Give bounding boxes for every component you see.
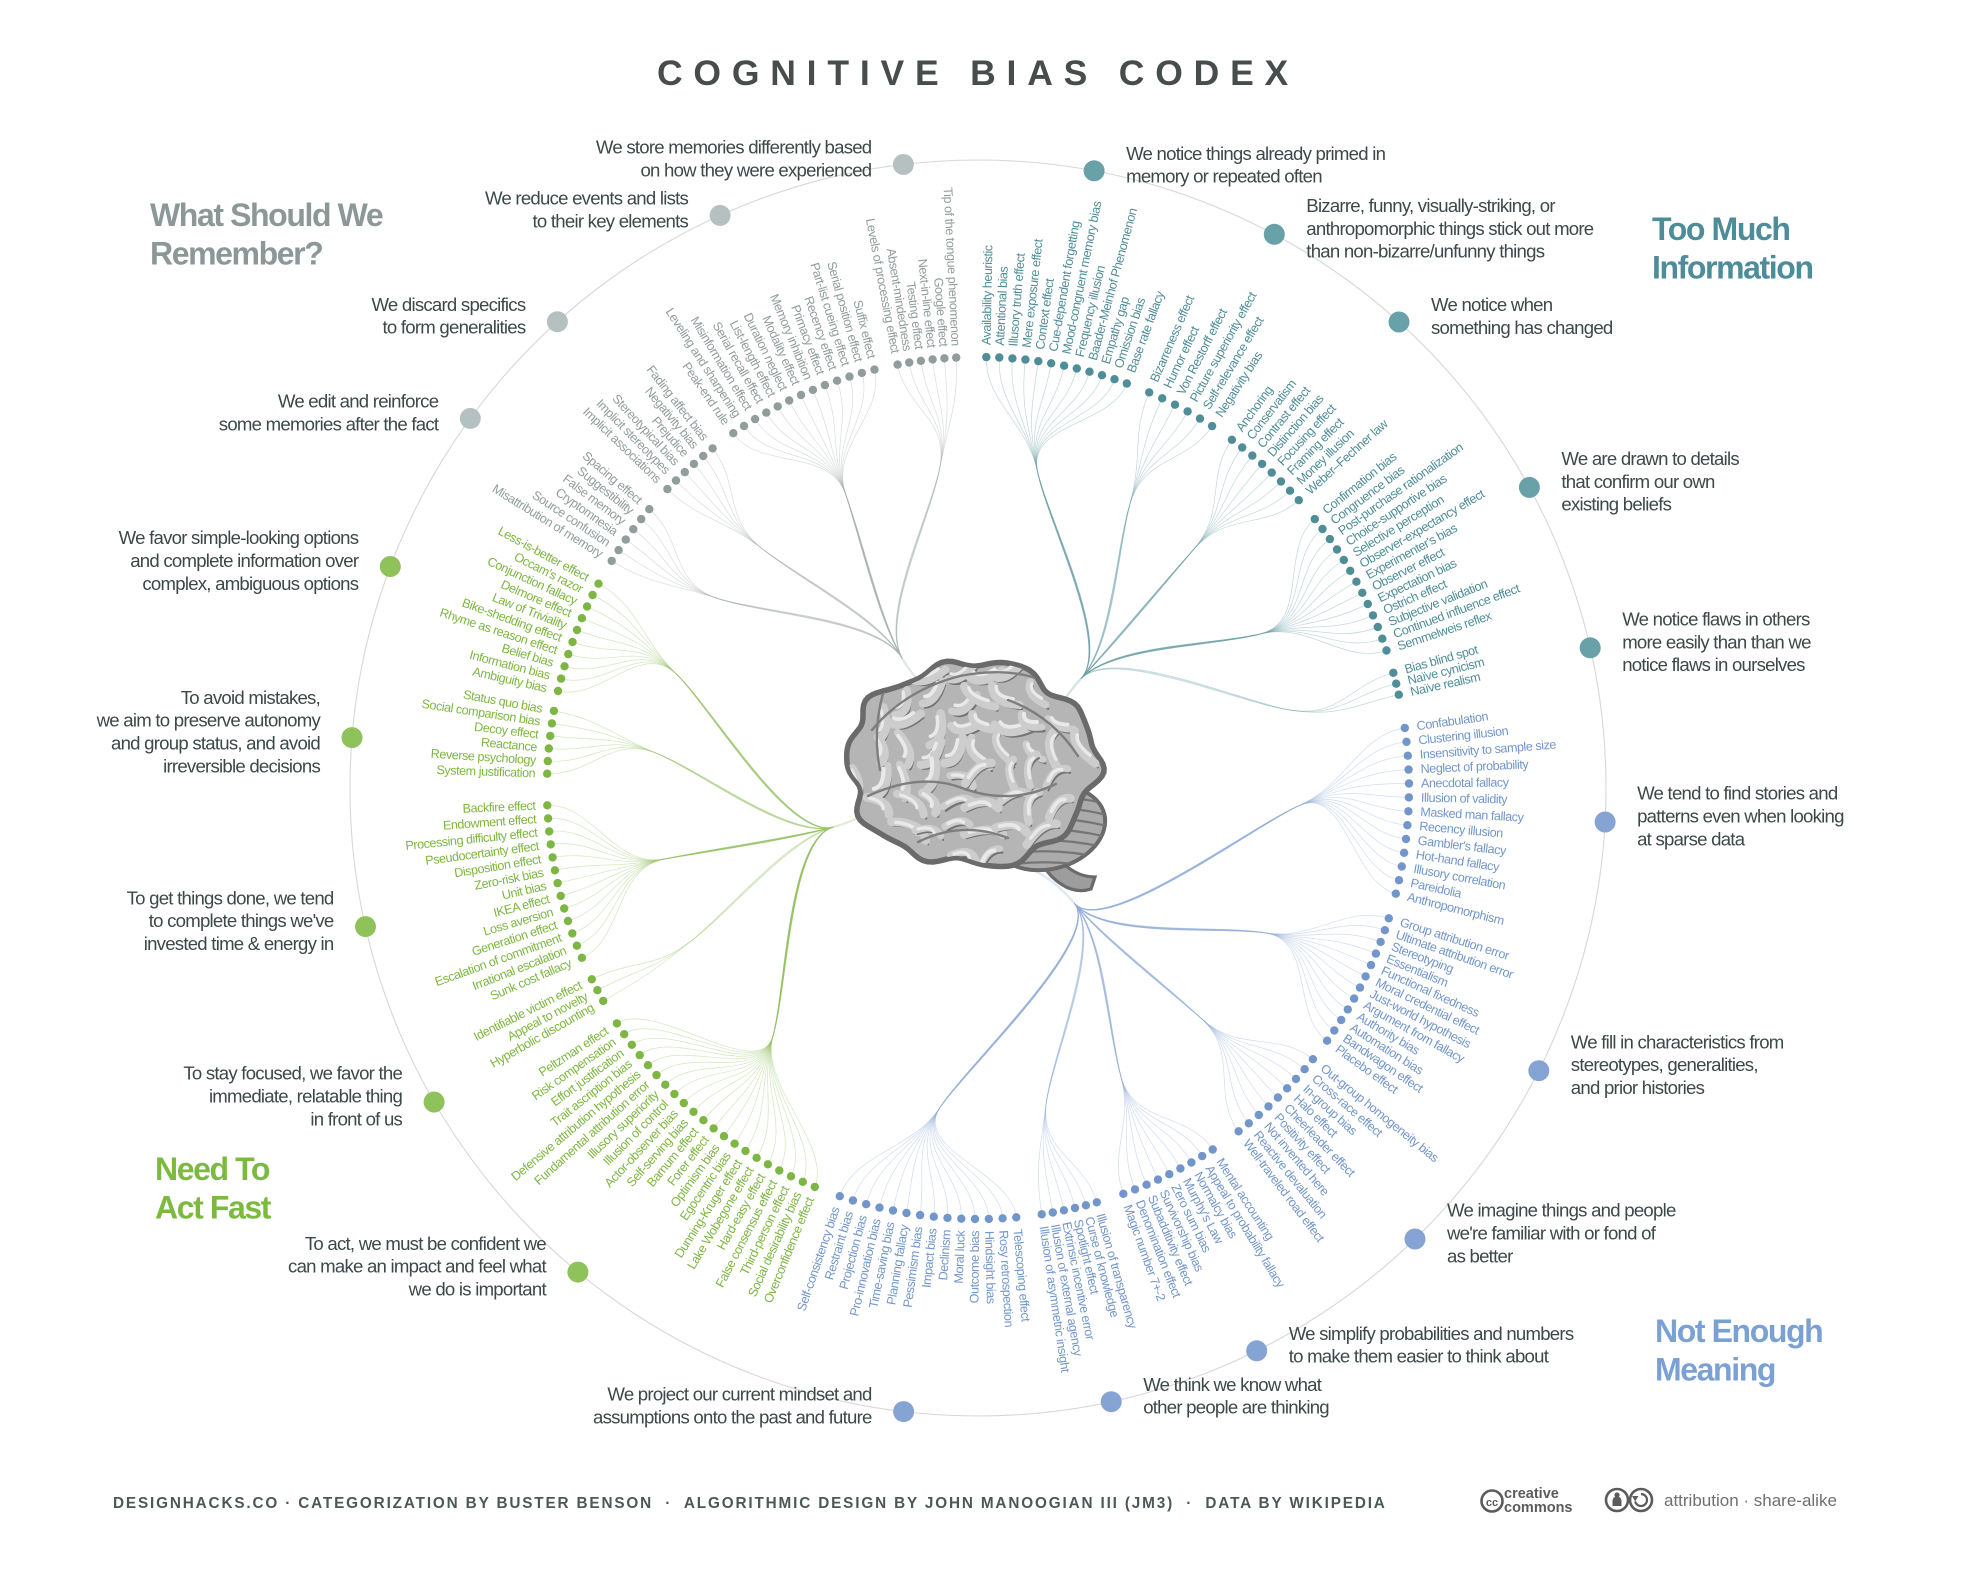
svg-text:assumptions onto the past and: assumptions onto the past and future	[593, 1407, 872, 1428]
svg-text:To get things done, we tend: To get things done, we tend	[127, 887, 334, 908]
svg-text:notice flaws in ourselves: notice flaws in ourselves	[1622, 654, 1805, 675]
svg-text:at sparse data: at sparse data	[1637, 828, 1746, 849]
svg-text:Too Much: Too Much	[1652, 211, 1790, 247]
svg-text:Reactance: Reactance	[480, 735, 538, 754]
svg-text:We favor simple-looking option: We favor simple-looking options	[119, 527, 359, 548]
svg-text:COGNITIVE BIAS CODEX: COGNITIVE BIAS CODEX	[657, 53, 1299, 93]
svg-text:We fill in characteristics fro: We fill in characteristics from	[1571, 1031, 1784, 1052]
svg-text:Hindsight bias: Hindsight bias	[982, 1231, 998, 1304]
svg-text:other people are thinking: other people are thinking	[1143, 1397, 1329, 1418]
svg-text:Availability heuristic: Availability heuristic	[980, 245, 996, 345]
svg-text:To avoid mistakes,: To avoid mistakes,	[181, 687, 320, 708]
svg-text:irreversible decisions: irreversible decisions	[163, 755, 320, 776]
svg-text:memory or repeated often: memory or repeated often	[1126, 166, 1322, 187]
svg-text:Backfire effect: Backfire effect	[462, 799, 536, 816]
svg-text:We think we know what: We think we know what	[1143, 1374, 1323, 1395]
svg-text:We discard specifics: We discard specifics	[371, 294, 525, 315]
svg-text:We tend to find stories and: We tend to find stories and	[1637, 783, 1838, 804]
svg-text:something has changed: something has changed	[1431, 317, 1613, 338]
svg-text:Need To: Need To	[155, 1151, 270, 1187]
svg-text:to their key elements: to their key elements	[532, 210, 688, 231]
svg-text:more easily than than we: more easily than than we	[1622, 631, 1811, 652]
svg-text:can make an impact and feel wh: can make an impact and feel what	[288, 1256, 547, 1277]
svg-text:that confirm our own: that confirm our own	[1561, 471, 1715, 492]
svg-text:attribution · share-alike: attribution · share-alike	[1664, 1491, 1837, 1510]
svg-text:Remember?: Remember?	[150, 236, 322, 272]
svg-text:System justification: System justification	[436, 763, 536, 780]
svg-text:What Should We: What Should We	[150, 197, 383, 233]
svg-text:Meaning: Meaning	[1655, 1352, 1775, 1388]
svg-text:commons: commons	[1504, 1500, 1573, 1516]
svg-text:to make them easier to think a: to make them easier to think about	[1289, 1346, 1550, 1367]
svg-text:on how they were experienced: on how they were experienced	[640, 159, 871, 180]
svg-text:we do is important: we do is important	[408, 1278, 548, 1299]
svg-text:Masked man fallacy: Masked man fallacy	[1420, 805, 1525, 825]
svg-text:complex, ambiguous options: complex, ambiguous options	[142, 573, 358, 594]
svg-text:existing beliefs: existing beliefs	[1561, 494, 1671, 515]
svg-text:creative: creative	[1504, 1486, 1559, 1502]
svg-text:We notice flaws in others: We notice flaws in others	[1622, 609, 1810, 630]
svg-text:to form generalities: to form generalities	[382, 317, 525, 338]
svg-text:Anecdotal fallacy: Anecdotal fallacy	[1421, 775, 1510, 790]
svg-text:Moral luck: Moral luck	[952, 1229, 968, 1284]
svg-text:Neglect of probability: Neglect of probability	[1420, 757, 1529, 776]
svg-text:some memories after the fact: some memories after the fact	[219, 413, 440, 434]
svg-text:and prior histories: and prior histories	[1571, 1077, 1705, 1098]
svg-text:To act, we must be confident w: To act, we must be confident we	[305, 1233, 546, 1254]
svg-text:as better: as better	[1447, 1245, 1513, 1266]
svg-text:We notice when: We notice when	[1431, 294, 1553, 315]
svg-text:Attentional bias: Attentional bias	[993, 266, 1011, 346]
svg-text:We edit and reinforce: We edit and reinforce	[278, 391, 439, 412]
svg-text:Impact bias: Impact bias	[920, 1228, 940, 1289]
svg-text:Illusion of validity: Illusion of validity	[1421, 791, 1509, 807]
svg-text:Google effect: Google effect	[931, 277, 950, 348]
svg-text:to complete things we've: to complete things we've	[149, 910, 334, 931]
svg-text:We imagine things and people: We imagine things and people	[1447, 1200, 1676, 1221]
svg-text:patterns even when looking: patterns even when looking	[1637, 806, 1844, 827]
svg-text:Endowment effect: Endowment effect	[442, 812, 537, 833]
svg-text:We store memories differently: We store memories differently based	[596, 137, 872, 158]
svg-text:anthropomorphic things stick o: anthropomorphic things stick out more	[1306, 218, 1594, 239]
svg-text:DESIGNHACKS.CO · CATEGORIZATIO: DESIGNHACKS.CO · CATEGORIZATION BY BUSTE…	[113, 1495, 1387, 1512]
svg-text:Reverse psychology: Reverse psychology	[430, 747, 537, 768]
svg-text:We notice things already prime: We notice things already primed in	[1126, 143, 1385, 164]
svg-text:We project our current mindset: We project our current mindset and	[607, 1384, 872, 1405]
svg-text:and complete information over: and complete information over	[130, 550, 359, 571]
svg-text:Rosy retrospection: Rosy retrospection	[996, 1230, 1016, 1328]
svg-text:To stay focused, we favor the: To stay focused, we favor the	[183, 1063, 402, 1084]
svg-text:and group status, and avoid: and group status, and avoid	[111, 733, 320, 754]
svg-text:Not Enough: Not Enough	[1655, 1313, 1822, 1349]
svg-text:invested time & energy in: invested time & energy in	[144, 933, 334, 954]
svg-text:Information: Information	[1652, 250, 1813, 286]
svg-text:Outcome bias: Outcome bias	[967, 1231, 982, 1304]
svg-text:in front of us: in front of us	[310, 1108, 402, 1129]
svg-text:Declinism: Declinism	[936, 1229, 954, 1280]
svg-text:We reduce events and lists: We reduce events and lists	[485, 188, 689, 209]
svg-text:we're familiar with or fond of: we're familiar with or fond of	[1446, 1223, 1657, 1244]
svg-text:cc: cc	[1486, 1497, 1498, 1509]
svg-text:Bizarre, funny, visually-strik: Bizarre, funny, visually-striking, or	[1306, 195, 1555, 216]
svg-text:We are drawn to details: We are drawn to details	[1561, 448, 1739, 469]
svg-text:immediate, relatable thing: immediate, relatable thing	[209, 1086, 403, 1107]
svg-text:we aim to preserve autonomy: we aim to preserve autonomy	[96, 710, 322, 731]
svg-text:stereotypes, generalities,: stereotypes, generalities,	[1571, 1054, 1758, 1075]
svg-text:We simplify probabilities and: We simplify probabilities and numbers	[1289, 1323, 1574, 1344]
svg-text:than non-bizarre/unfunny thing: than non-bizarre/unfunny things	[1306, 241, 1544, 262]
svg-text:Act Fast: Act Fast	[155, 1190, 272, 1226]
